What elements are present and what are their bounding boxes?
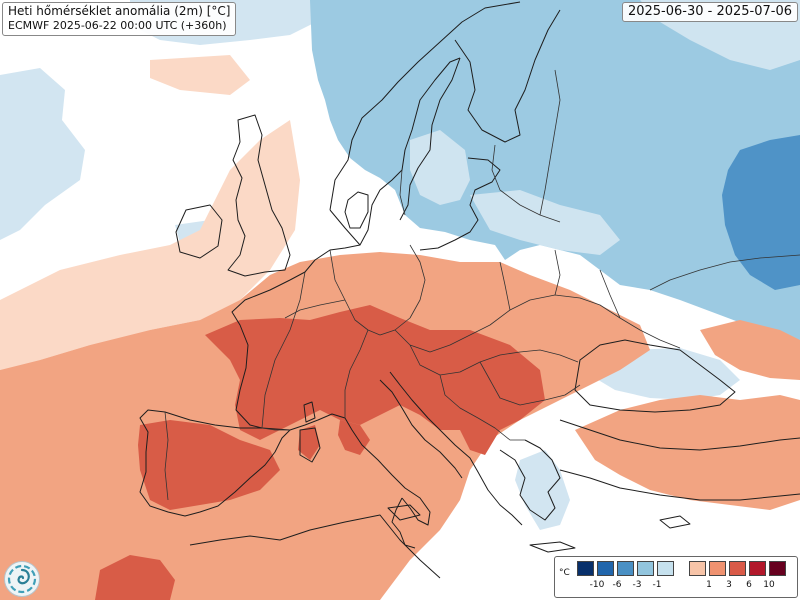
legend-swatch-warm-4 [769, 561, 786, 576]
legend-tick-warm-0: 1 [706, 580, 712, 590]
coastline-balkans [389, 371, 523, 526]
coastline-corsica [303, 401, 316, 423]
warm-area-sardinia-strong [298, 425, 320, 460]
logo-swirl-icon [7, 564, 37, 594]
legend-swatch-warm-3 [749, 561, 766, 576]
coastline-sardinia [299, 427, 321, 463]
warm-area-france-strong [205, 305, 545, 455]
legend-tick-cold-0: -10 [589, 580, 605, 590]
warm-area-morocco-strong [95, 555, 175, 600]
coastline-turkey [559, 419, 800, 501]
coastline-ireland [175, 204, 223, 259]
border-lines-east [499, 249, 800, 349]
cool-area-nw-atlantic [0, 68, 85, 240]
coastline-north-sea-continent [289, 244, 361, 281]
legend-tick-cold-1: -6 [612, 580, 622, 590]
legend-unit: °C [559, 568, 570, 578]
legend-swatch-warm-0 [689, 561, 706, 576]
coastline-greece [499, 439, 561, 521]
legend-swatch-cold-1 [597, 561, 614, 576]
legend-tick-warm-2: 6 [746, 580, 752, 590]
coastline-black-sea [574, 339, 736, 413]
legend-swatch-cold-2 [617, 561, 634, 576]
legend-swatch-cold-4 [657, 561, 674, 576]
valid-period-label: 2025-06-30 - 2025-07-06 [621, 2, 798, 22]
coastline-denmark [344, 191, 369, 229]
border-lines-central [284, 244, 621, 441]
coastline-france-atlantic [231, 279, 291, 429]
coastline-north-africa [189, 514, 441, 579]
model-run-info: ECMWF 2025-06-22 00:00 UTC (+360h) [8, 19, 227, 32]
coastline-cyprus [659, 515, 691, 529]
legend-tick-warm-1: 3 [726, 580, 732, 590]
legend-tick-warm-3: 10 [763, 580, 775, 590]
legend-swatch-cold-0 [577, 561, 594, 576]
warm-area-turkey-mid [575, 395, 800, 510]
legend-swatch-warm-1 [709, 561, 726, 576]
legend-swatch-cold-3 [637, 561, 654, 576]
coastline-crete [529, 541, 576, 553]
coastline-italy-adriatic [379, 379, 463, 479]
coastlines [139, 1, 800, 579]
border-lines-france [261, 271, 306, 429]
warm-area-italy-strong [338, 420, 370, 455]
legend-tick-cold-3: -1 [652, 580, 662, 590]
map-title: Heti hőmérséklet anomália (2m) [°C] [8, 4, 231, 18]
ecmwf-logo-icon [4, 561, 40, 597]
country-borders [164, 69, 800, 501]
cool-area-russia-strong [722, 135, 800, 290]
border-lines-iberia [164, 411, 290, 501]
cool-area-west-atlantic-light [0, 170, 20, 210]
warm-area-caucasus-mid [700, 320, 800, 380]
warm-area-north-sea-light [150, 55, 250, 95]
map-title-box: Heti hőmérséklet anomália (2m) [°C] ECMW… [2, 2, 237, 36]
coastline-britain [227, 114, 291, 277]
warm-area-iberia-strong [138, 420, 280, 510]
legend-tick-cold-2: -3 [632, 580, 642, 590]
coastline-scandinavia [329, 1, 521, 246]
coastline-sweden-east [399, 57, 461, 221]
cool-area-baltic-states-light [470, 190, 620, 255]
legend-swatch-warm-2 [729, 561, 746, 576]
color-legend: °C -10 -6 -3 -1 1 3 6 10 [554, 556, 798, 598]
border-lines-north [399, 69, 561, 223]
coastline-finland [454, 9, 561, 143]
coastline-italy [344, 417, 431, 549]
warm-anomaly-areas [0, 55, 800, 600]
coastline-iberia [139, 409, 291, 517]
coastline-sicily [387, 504, 421, 521]
cool-area-baltic-light [410, 130, 470, 205]
coastline-baltic-states [419, 157, 501, 251]
cool-area-scandinavia-russia [310, 0, 800, 340]
coastline-france-med [289, 413, 346, 431]
